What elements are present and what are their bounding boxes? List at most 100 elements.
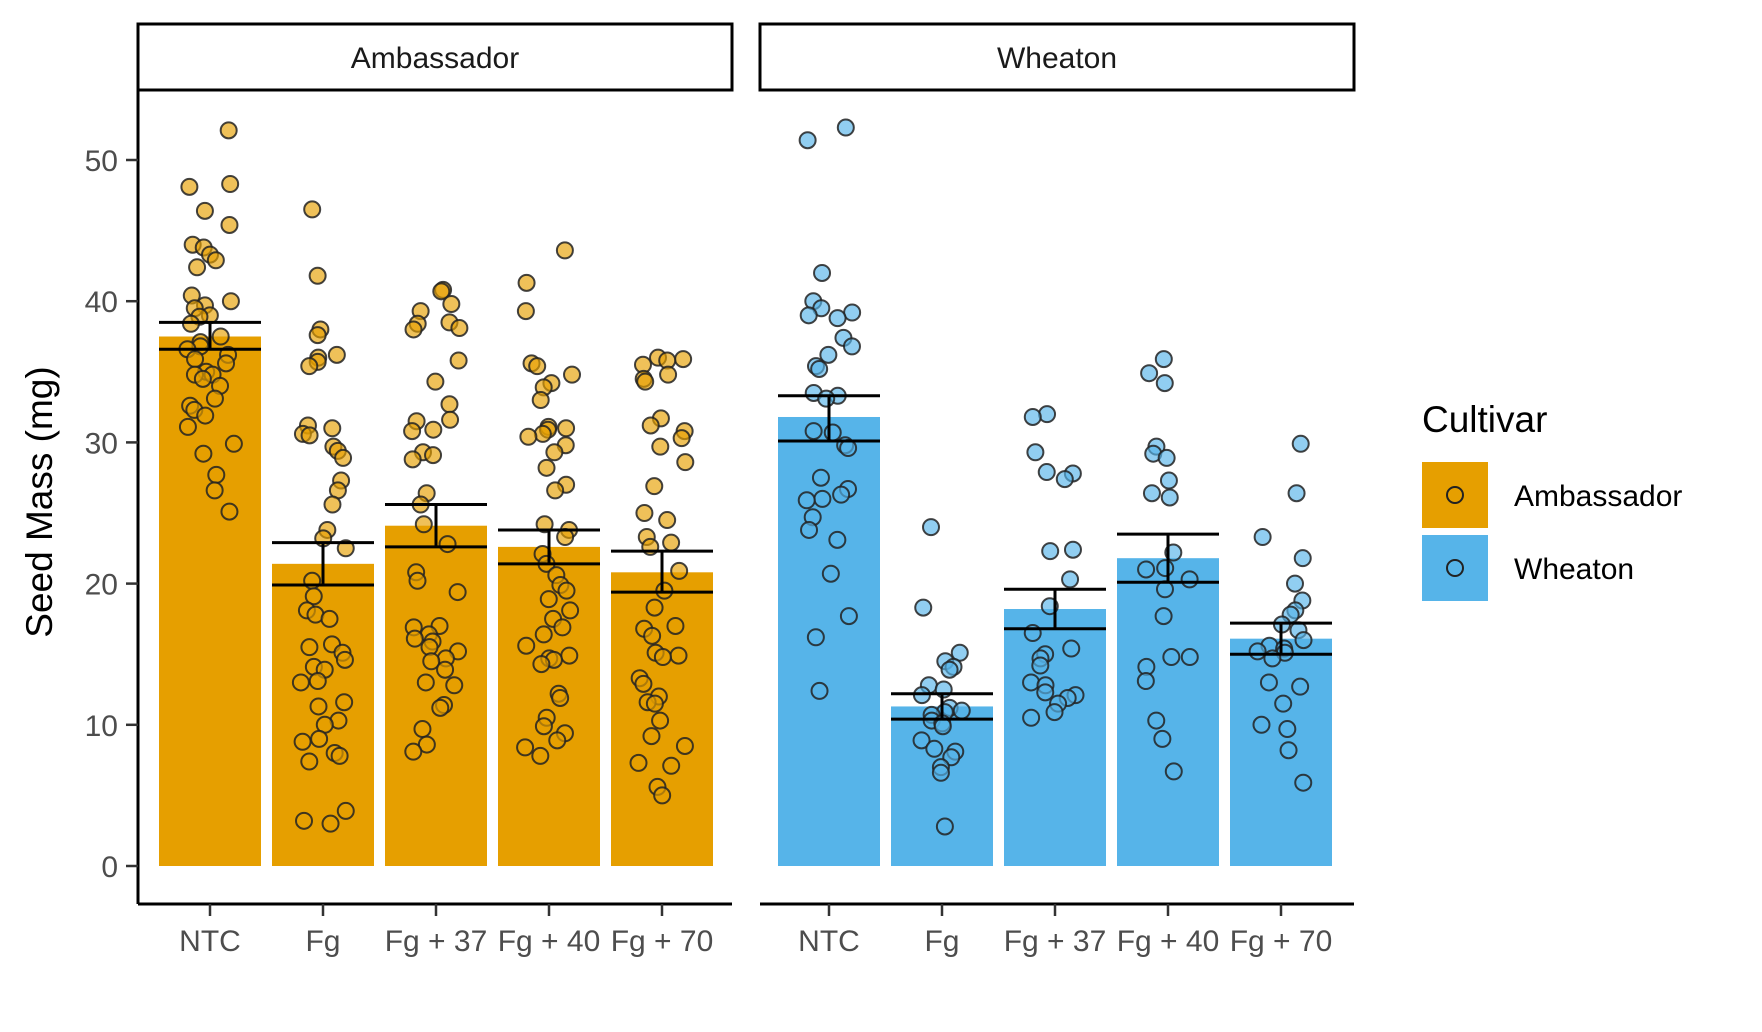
x-tick-label: Fg [924,925,959,958]
y-axis-title: Seed Mass (mg) [19,366,60,637]
data-point [221,292,240,311]
bar [1004,609,1106,866]
data-point [404,742,423,761]
bars [778,416,1332,866]
legend-key-point [1446,559,1464,577]
data-point [832,485,851,504]
data-point [1157,448,1176,467]
data-point [675,736,694,755]
x-axis-labels: NTC Fg Fg + 37 Fg + 40 Fg + 70 [179,904,713,958]
data-point [804,422,823,441]
data-point [1252,715,1271,734]
facet-strip [758,22,1356,92]
data-point [445,676,464,695]
data-point [914,598,933,617]
data-point [839,607,858,626]
data-point [303,200,322,219]
data-point [403,422,422,441]
data-point [1022,708,1041,727]
data-point [308,672,327,691]
data-point [424,420,443,439]
bar [385,525,487,866]
data-point [308,266,327,285]
data-point [546,481,565,500]
facet-strip-label: Ambassador [351,42,519,75]
data-point [196,406,215,425]
data-point [651,711,670,730]
data-point [1291,434,1310,453]
data-point [309,697,328,716]
data-point [1154,607,1173,626]
x-tick-label: Fg + 37 [1004,925,1107,958]
data-point [1063,540,1082,559]
data-point [293,732,312,751]
bar [159,336,261,866]
legend-title: Cultivar [1422,399,1547,440]
data-point [553,618,572,637]
legend-entry-label: Wheaton [1514,553,1634,586]
data-point [1136,672,1155,691]
data-point [426,372,445,391]
data-point [1291,677,1310,696]
y-tick-label: 40 [85,286,118,319]
data-point [1061,570,1080,589]
facet-panel-1: Wheaton NTC Fg Fg + 37 Fg + 40 Fg + 70 [758,22,1356,958]
data-point [1294,631,1313,650]
data-point [1156,559,1175,578]
data-point [810,359,829,378]
data-point [561,601,580,620]
data-point [645,694,664,713]
data-point [405,629,424,648]
data-point [1279,741,1298,760]
data-point [537,458,556,477]
data-point [336,801,355,820]
data-point [195,201,214,220]
data-point [1153,729,1172,748]
data-point [658,511,677,530]
data-point [186,350,205,369]
data-point [666,616,685,635]
data-point [1036,683,1055,702]
data-point [408,571,427,590]
data-point [1248,642,1267,661]
data-point [922,518,941,537]
data-point [449,351,468,370]
data-point [669,646,688,665]
data-point [211,327,230,346]
data-point [653,648,672,667]
data-point [532,655,551,674]
error-bars [159,320,713,594]
data-point [1026,443,1045,462]
data-point [206,251,225,270]
data-point [535,515,554,534]
x-tick-label: Fg [305,925,340,958]
data-point [813,489,832,508]
y-tick-label: 0 [101,851,118,884]
data-point [431,698,450,717]
data-point [819,345,838,364]
data-point [806,628,825,647]
facet-panels: Ambassador NTC Fg Fg + 37 Fg + 40 Fg + 70 Whea… [136,22,1356,958]
data-point [810,681,829,700]
data-point [1041,542,1060,561]
data-point [1022,673,1041,692]
data-point [1278,720,1297,739]
data-point [1274,694,1293,713]
data-point [842,337,861,356]
data-point [557,419,576,438]
data-point [1031,656,1050,675]
data-point [1164,762,1183,781]
facet-strip-label: Wheaton [997,42,1117,75]
y-axis: 0 10 20 30 40 50 [85,90,140,904]
data-point [414,515,433,534]
y-tick-label: 20 [85,569,118,602]
data-point [545,443,564,462]
data-point [330,746,349,765]
data-point [799,306,818,325]
data-point [219,121,238,140]
data-point [1037,463,1056,482]
x-tick-label: Fg + 70 [611,925,714,958]
data-point [634,674,653,693]
legend: Cultivar Ambassador Wheaton [1422,399,1682,601]
data-point [551,688,570,707]
